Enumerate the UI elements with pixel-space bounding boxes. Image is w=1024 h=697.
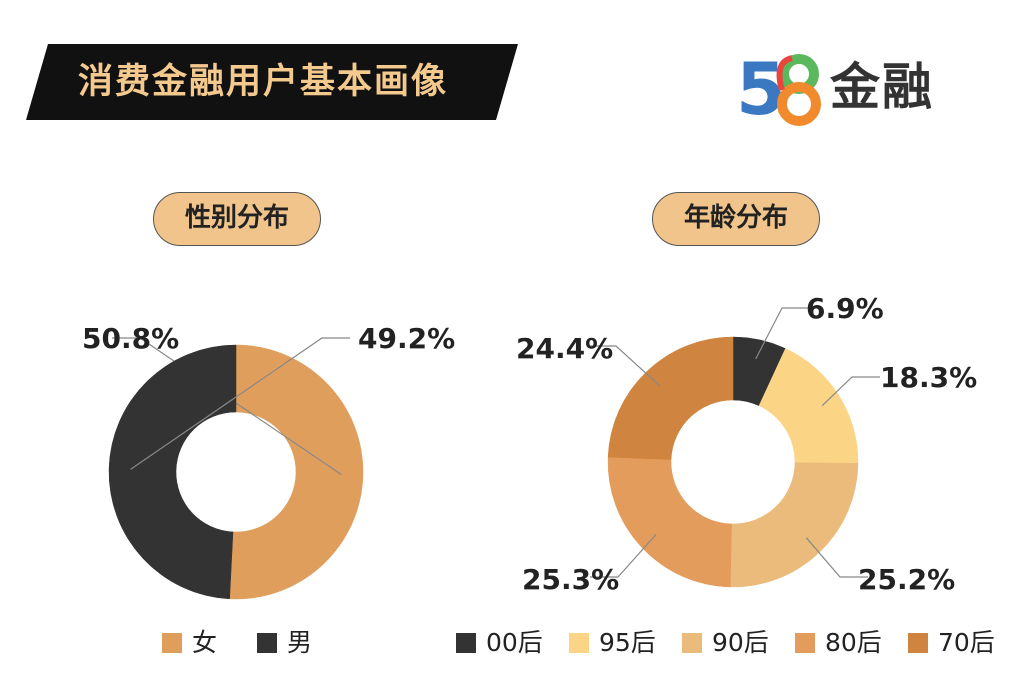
chart1-slice-1 <box>758 348 859 464</box>
brand-logo: 5 <box>736 50 821 130</box>
chart1-slice-3 <box>607 456 732 588</box>
chart0-data-label-0: 50.8% <box>82 322 179 355</box>
legend-label: 男 <box>287 628 313 657</box>
chart0-leader-1 <box>130 337 350 470</box>
chart0-data-label-1: 49.2% <box>358 322 455 355</box>
legend-swatch <box>162 633 182 653</box>
legend-label: 90后 <box>712 628 769 657</box>
chart0-slice-1 <box>108 344 237 600</box>
page-title: 消费金融用户基本画像 <box>78 62 449 102</box>
legend-label: 95后 <box>599 628 656 657</box>
title-banner-shape <box>26 44 518 120</box>
legend-swatch <box>908 633 928 653</box>
chart0-slice-0 <box>229 344 364 600</box>
legend-label: 80后 <box>825 628 882 657</box>
chart1-leader-1 <box>821 376 880 407</box>
legend-swatch <box>795 633 815 653</box>
title-banner: 消费金融用户基本画像 <box>26 44 518 120</box>
chart1-leader-2 <box>805 537 868 578</box>
gender-chart-title: 性别分布 <box>153 192 321 246</box>
legend-label: 00后 <box>486 628 543 657</box>
chart1-data-label-2: 25.2% <box>858 563 955 596</box>
legend-label: 女 <box>192 628 218 657</box>
legend-swatch <box>569 633 589 653</box>
chart1-data-label-4: 24.4% <box>516 332 613 365</box>
age-chart-title: 年龄分布 <box>652 192 820 246</box>
chart1-slice-2 <box>729 462 859 588</box>
chart1-data-label-1: 18.3% <box>880 361 977 394</box>
chart1-slice-4 <box>607 336 734 460</box>
legend-swatch <box>456 633 476 653</box>
legend-label: 70后 <box>938 628 995 657</box>
legend-swatch <box>257 633 277 653</box>
logo-digit-8 <box>776 54 821 126</box>
logo-text: 金融 <box>830 58 934 116</box>
legend-swatch <box>682 633 702 653</box>
logo-digit-5: 5 <box>736 50 786 130</box>
chart1-leader-4 <box>588 345 661 387</box>
chart1-data-label-3: 25.3% <box>522 563 619 596</box>
chart1-leader-0 <box>755 307 810 360</box>
chart0-leader-0 <box>112 337 342 476</box>
chart1-data-label-0: 6.9% <box>806 292 884 325</box>
chart1-leader-3 <box>590 533 657 578</box>
